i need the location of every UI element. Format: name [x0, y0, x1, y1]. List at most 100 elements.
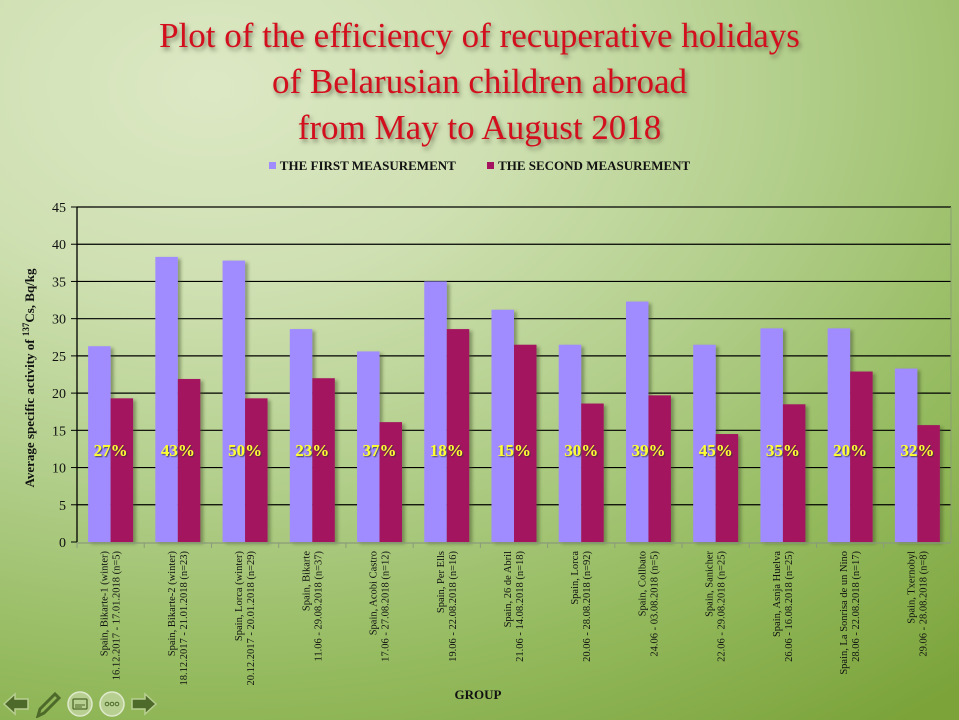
bar-first-measurement: [693, 344, 716, 542]
bar-first-measurement: [491, 309, 514, 542]
x-category-label-dates: 22.06 - 29.08.2018 (n=25): [717, 551, 728, 662]
subtitles-button[interactable]: [66, 690, 94, 718]
x-category-label-dates: 28.06 - 22.08.2018 (n=17): [851, 551, 862, 662]
y-tick-label: 20: [52, 387, 66, 402]
chart-title-line-1: Plot of the efficiency of recuperative h…: [159, 16, 800, 55]
y-tick-label: 10: [52, 462, 66, 477]
y-tick-label: 25: [52, 350, 66, 365]
y-tick-label: 40: [52, 238, 66, 253]
bar-first-measurement: [222, 260, 246, 542]
bar-first-measurement: [625, 301, 649, 542]
legend-swatch-second: [487, 162, 495, 169]
y-tick-label: 15: [52, 424, 66, 439]
bar-second-measurement: [715, 434, 739, 542]
next-slide-button[interactable]: [130, 690, 158, 718]
bar-first-measurement: [424, 281, 447, 542]
x-category-label-name: Spain, La Sonrisa de un Nino: [839, 551, 850, 675]
reduction-percent-label: 15%: [497, 441, 531, 460]
reduction-percent-label: 20%: [833, 441, 867, 460]
x-category-label-name: Spain, Acobi Castro: [369, 551, 380, 635]
bar-second-measurement: [917, 425, 940, 542]
reduction-percent-label: 37%: [363, 441, 397, 460]
y-tick-label: 45: [52, 201, 66, 216]
x-category-label-name: Spain, Bikarte-2 (winter): [167, 551, 178, 657]
bar-first-measurement: [894, 368, 918, 542]
chart-title-line-2: of Belarusian children abroad: [272, 62, 687, 101]
x-category-label-name: Spain, 26 de Abril: [503, 551, 514, 627]
x-category-label: Spain, La Sonrisa de un Nino 28.06 - 22.0…: [839, 551, 862, 675]
x-category-label-dates: 11.06 - 29.08.2018 (n=37): [313, 551, 324, 662]
x-category-label-dates: 26.06 - 16.08.2018 (n=25): [784, 551, 795, 662]
reduction-percent-label: 30%: [564, 441, 598, 460]
x-category-label-dates: 17.06 - 27.08.2018 (n=12): [381, 551, 392, 662]
x-category-label-dates: 18.12.2017 - 21.01.2018 (n=23): [179, 551, 190, 686]
reduction-percent-label: 45%: [699, 441, 733, 460]
x-category-label-name: Spain, Lorca: [570, 551, 581, 605]
x-category-label-dates: 21.06 - 14.08.2018 (n=18): [515, 551, 526, 662]
x-category-label: Spain, Collbato 24.06 - 03.08.2018 (n=5): [637, 551, 660, 657]
x-category-label-dates: 19.06 - 22.08.2018 (n=16): [448, 551, 459, 662]
x-category-label-name: Spain, Per Ells: [436, 551, 447, 613]
bar-first-measurement: [155, 256, 178, 542]
previous-slide-button[interactable]: [2, 690, 30, 718]
x-category-label-name: Spain, Asnja Huelva: [772, 551, 783, 637]
bar-second-measurement: [648, 395, 671, 542]
x-category-label: Spain, Sanicher 22.06 - 29.08.2018 (n=25): [705, 551, 728, 662]
bar-first-measurement: [827, 328, 851, 542]
subtitles-icon: [67, 691, 93, 717]
y-axis-label-superscript: 137: [21, 322, 31, 336]
pen-tool-button[interactable]: [34, 690, 62, 718]
y-tick-label: 0: [59, 536, 66, 551]
legend-item-second: THE SECOND MEASUREMENT: [487, 158, 690, 174]
bar-first-measurement: [760, 328, 783, 542]
reduction-percent-label: 35%: [766, 441, 800, 460]
reduction-percent-label: 23%: [295, 441, 329, 460]
reduction-percent-label: 50%: [228, 441, 262, 460]
reduction-percent-label: 27%: [94, 441, 128, 460]
legend-label-first: THE FIRST MEASUREMENT: [279, 158, 456, 173]
legend-swatch-first: [268, 162, 276, 169]
x-category-label: Spain, 26 de Abril 21.06 - 14.08.2018 (n=…: [503, 551, 526, 662]
bar-first-measurement: [558, 344, 582, 542]
x-category-label-dates: 24.06 - 03.08.2018 (n=5): [649, 551, 660, 657]
x-category-label: Spain, Bikarte-2 (winter) 18.12.2017 - 21…: [167, 551, 190, 686]
bar-first-measurement: [88, 346, 111, 542]
legend-item-first: THE FIRST MEASUREMENT: [268, 158, 456, 174]
bar-second-measurement: [514, 344, 537, 542]
legend-label-second: THE SECOND MEASUREMENT: [498, 158, 691, 173]
x-category-label-name: Spain, Bikarte-1 (winter): [100, 551, 111, 657]
y-tick-label: 5: [59, 499, 66, 514]
y-axis-label-suffix: Cs, Bq/kg: [22, 268, 37, 323]
bar-second-measurement: [379, 422, 403, 542]
x-axis-label: GROUP: [455, 687, 502, 702]
more-options-button[interactable]: [98, 690, 126, 718]
bar-second-measurement: [245, 398, 268, 542]
bar-second-measurement: [782, 404, 806, 542]
arrow-left-icon: [2, 692, 29, 716]
x-category-label-name: Spain, Sanicher: [705, 551, 716, 617]
y-axis-label: Average specific activity of 137Cs, Bq/k…: [21, 268, 37, 488]
bar-second-measurement: [446, 329, 470, 542]
bar-second-measurement: [110, 398, 134, 542]
x-category-label: Spain, Lorca (winter) 20.12.2017 - 20.01.…: [234, 550, 257, 685]
y-tick-label: 30: [52, 313, 66, 328]
x-category-label: Spain, Asnja Huelva 26.06 - 16.08.2018 (n…: [772, 551, 795, 662]
bar-first-measurement: [289, 329, 313, 542]
x-category-label-name: Spain, Lorca (winter): [234, 550, 245, 641]
x-category-label-name: Spain, Txernobyl: [906, 551, 917, 624]
x-category-label-dates: 16.12.2017 - 17.01.2018 (n=5): [112, 551, 123, 681]
more-icon: [99, 691, 125, 717]
x-category-label: Spain, Bikarte-1 (winter) 16.12.2017 - 17…: [100, 551, 123, 681]
x-category-label-name: Spain, Bikarte: [301, 551, 312, 611]
bar-second-measurement: [312, 378, 335, 542]
x-category-label-dates: 29.06 - 28.08.2018 (n=8): [918, 551, 929, 657]
reduction-percent-label: 39%: [631, 441, 665, 460]
reduction-percent-label: 32%: [900, 441, 934, 460]
pencil-icon: [35, 691, 62, 718]
reduction-percent-label: 43%: [161, 441, 195, 460]
bar-second-measurement: [850, 371, 873, 542]
y-axis-label-prefix: Average specific activity of: [22, 336, 37, 487]
x-category-label: Spain, Acobi Castro 17.06 - 27.08.2018 (n…: [369, 551, 392, 662]
legend: THE FIRST MEASUREMENT THE SECOND MEASURE…: [0, 158, 959, 174]
